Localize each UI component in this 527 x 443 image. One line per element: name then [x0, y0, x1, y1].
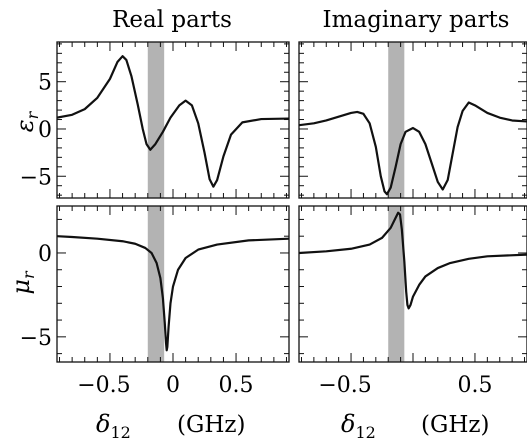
xlabel-right-symbol: δ [341, 410, 355, 438]
y-tick-label: 5 [38, 71, 52, 96]
ylabel-mu-subscript: r [19, 270, 38, 279]
ylabel-mu-symbol: μ [7, 279, 35, 295]
y-tick-label: −5 [20, 165, 52, 190]
column-title-imaginary: Imaginary parts [323, 7, 510, 33]
ylabel-epsilon-symbol: ε [11, 119, 39, 132]
y-tick-label: 0 [38, 242, 52, 267]
ylabel-mu: μr [7, 270, 38, 295]
column-title-real: Real parts [112, 7, 232, 33]
ylabel-epsilon: εr [11, 110, 42, 132]
shaded-band [147, 42, 165, 198]
panel-bottom-left: −5 0 −0.5 0 0.5 [20, 205, 290, 398]
svg-text:δ12: δ12 [341, 410, 376, 442]
xlabel-right-subscript: 12 [355, 423, 375, 442]
panel-top-left: −5 0 5 [20, 41, 290, 199]
svg-text:δ12: δ12 [96, 410, 131, 442]
x-tick-label: 0 [166, 373, 180, 398]
ylabel-epsilon-subscript: r [23, 110, 42, 119]
panels: −5 0 5 −5 0 −0.5 0 0.5 −0.5 0.5 [20, 41, 527, 398]
curve-bottom-left [57, 235, 289, 352]
curve-top-left [57, 55, 289, 188]
shaded-band [388, 206, 405, 362]
svg-text:εr: εr [11, 110, 42, 132]
y-tick-label: 0 [38, 118, 52, 143]
axes-frame [298, 205, 527, 363]
shaded-band [388, 42, 405, 198]
xlabel-left: δ12 (GHz) [96, 410, 246, 442]
xlabel-right-unit: (GHz) [421, 412, 490, 438]
xlabel-right: δ12 (GHz) [341, 410, 490, 442]
curve-top-right [299, 101, 527, 196]
x-tick-label: 0.5 [219, 373, 254, 398]
svg-text:μr: μr [7, 270, 38, 295]
x-tick-label: −0.5 [77, 373, 130, 398]
xlabel-left-unit: (GHz) [177, 412, 246, 438]
x-tick-label: 0.5 [457, 373, 492, 398]
axes-frame [298, 41, 527, 199]
xlabel-left-subscript: 12 [110, 423, 130, 442]
x-tick-label: −0.5 [318, 373, 371, 398]
panel-top-right [298, 41, 527, 199]
shaded-band [147, 206, 165, 362]
xlabel-left-symbol: δ [96, 410, 110, 438]
curve-bottom-right [299, 211, 527, 310]
y-tick-label: −5 [20, 326, 52, 351]
panel-bottom-right: −0.5 0.5 [298, 205, 527, 398]
